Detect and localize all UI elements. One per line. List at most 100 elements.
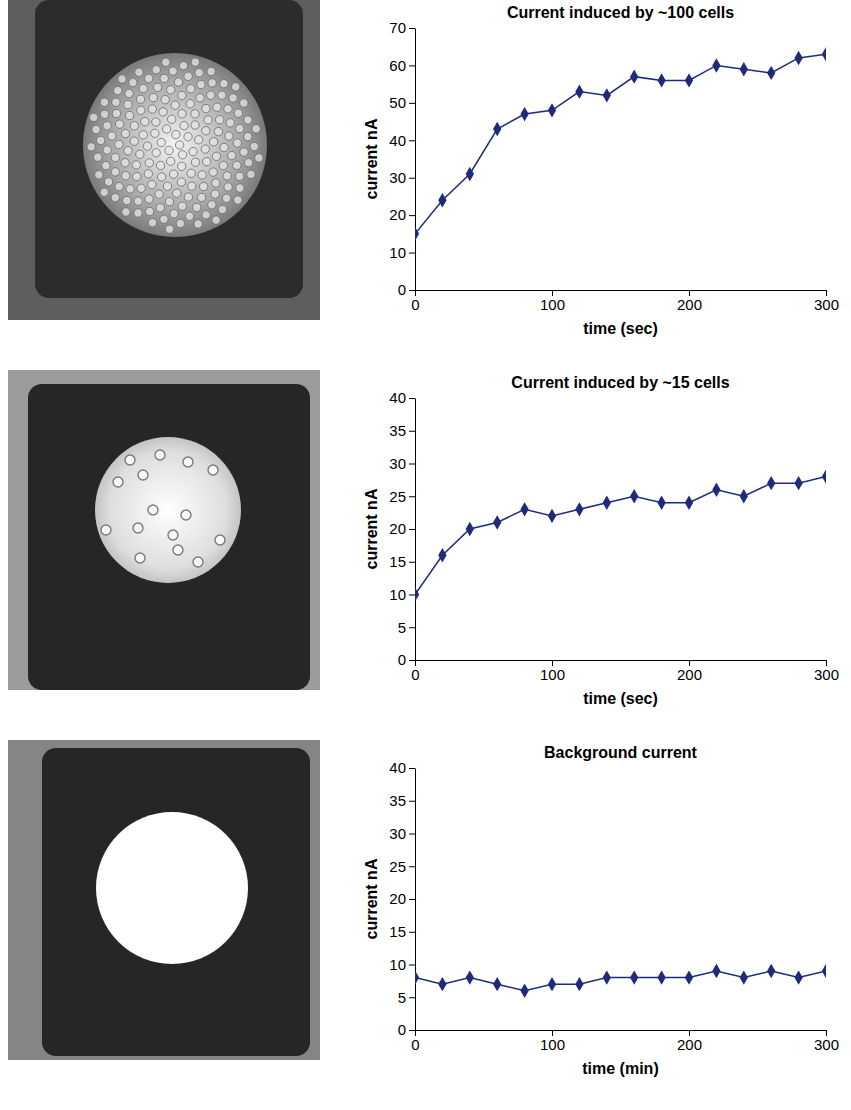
cell: [157, 173, 165, 181]
y-tick: 20: [389, 520, 415, 537]
y-tick-label: 10: [389, 586, 406, 603]
cell: [145, 159, 153, 167]
y-tick-mark: [409, 253, 415, 254]
cell: [111, 168, 119, 176]
data-point: [575, 977, 583, 991]
x-tick: 0: [411, 290, 419, 313]
cell: [130, 137, 138, 145]
x-tick: 300: [814, 290, 839, 313]
panel: 05101520253035400100200300Background cur…: [8, 740, 839, 1077]
y-tick-mark: [409, 932, 415, 933]
y-tick-mark: [409, 290, 415, 291]
cell: [234, 109, 242, 117]
data-point: [548, 103, 556, 117]
cell: [187, 169, 195, 177]
cell: [139, 84, 147, 92]
data-point: [466, 167, 474, 181]
cell: [220, 79, 228, 87]
cell: [194, 220, 202, 228]
cell: [122, 171, 130, 179]
data-point: [685, 970, 693, 984]
cell: [170, 209, 178, 217]
plot-area: [415, 469, 826, 601]
y-tick-label: 30: [389, 169, 406, 186]
data-point: [520, 502, 528, 516]
cell: [115, 182, 123, 190]
y-tick: 25: [389, 488, 415, 505]
cell: [155, 450, 165, 460]
x-axis-line: [416, 290, 827, 291]
cell: [168, 530, 178, 540]
data-point: [603, 970, 611, 984]
x-axis: 0 100 200 300: [411, 290, 839, 313]
cell: [143, 142, 151, 150]
cell: [153, 83, 161, 91]
data-point: [438, 548, 446, 562]
cell: [179, 61, 187, 69]
y-tick-mark: [409, 627, 415, 628]
data-point: [657, 496, 665, 510]
y-tick-mark: [409, 178, 415, 179]
y-axis: 0510152025303540: [389, 759, 415, 1038]
cell: [130, 122, 138, 130]
cell: [172, 130, 180, 138]
cell: [180, 121, 188, 129]
cell: [214, 127, 222, 135]
cell: [202, 127, 210, 135]
data-point: [822, 964, 826, 978]
cell: [112, 98, 120, 106]
cell: [137, 184, 145, 192]
y-tick-label: 10: [389, 244, 406, 261]
cell: [244, 132, 252, 140]
x-tick-label: 100: [540, 666, 565, 683]
cell: [145, 207, 153, 215]
cell: [199, 182, 207, 190]
cell: [118, 75, 126, 83]
micrograph: [8, 370, 320, 690]
cell: [126, 185, 134, 193]
cell: [175, 141, 183, 149]
cell: [134, 197, 142, 205]
cell: [122, 208, 130, 216]
cell: [185, 212, 193, 220]
x-tick: 200: [677, 290, 702, 313]
y-tick-label: 0: [398, 651, 406, 668]
cell: [149, 93, 157, 101]
cell: [100, 110, 108, 118]
cell: [137, 106, 145, 114]
data-point: [520, 107, 528, 121]
cell: [178, 202, 186, 210]
cell: [89, 113, 97, 121]
x-axis-line: [416, 1030, 827, 1031]
x-tick: 100: [540, 290, 565, 313]
cell: [163, 182, 171, 190]
y-axis-title: current nA: [363, 488, 380, 569]
x-tick: 200: [677, 660, 702, 683]
y-tick: 40: [389, 389, 415, 406]
cell: [125, 89, 133, 97]
cell: [115, 140, 123, 148]
data-point: [548, 977, 556, 991]
y-tick-mark: [409, 834, 415, 835]
micrograph: [8, 740, 320, 1060]
cell: [211, 190, 219, 198]
data-point: [712, 58, 720, 72]
x-axis-line: [416, 660, 827, 661]
cell: [213, 103, 221, 111]
cell: [188, 182, 196, 190]
cell: [129, 78, 137, 86]
x-tick-label: 0: [411, 666, 419, 683]
y-tick-mark: [409, 65, 415, 66]
cell: [173, 545, 183, 555]
cell: [189, 147, 197, 155]
cell: [111, 193, 119, 201]
cell: [228, 151, 236, 159]
cell: [114, 86, 122, 94]
x-axis-title: time (sec): [583, 320, 658, 337]
y-tick: 30: [389, 825, 415, 842]
x-axis: 0100200300: [411, 1030, 839, 1053]
y-tick-mark: [409, 965, 415, 966]
cell: [125, 111, 133, 119]
cell: [183, 457, 193, 467]
y-tick: 30: [389, 455, 415, 472]
